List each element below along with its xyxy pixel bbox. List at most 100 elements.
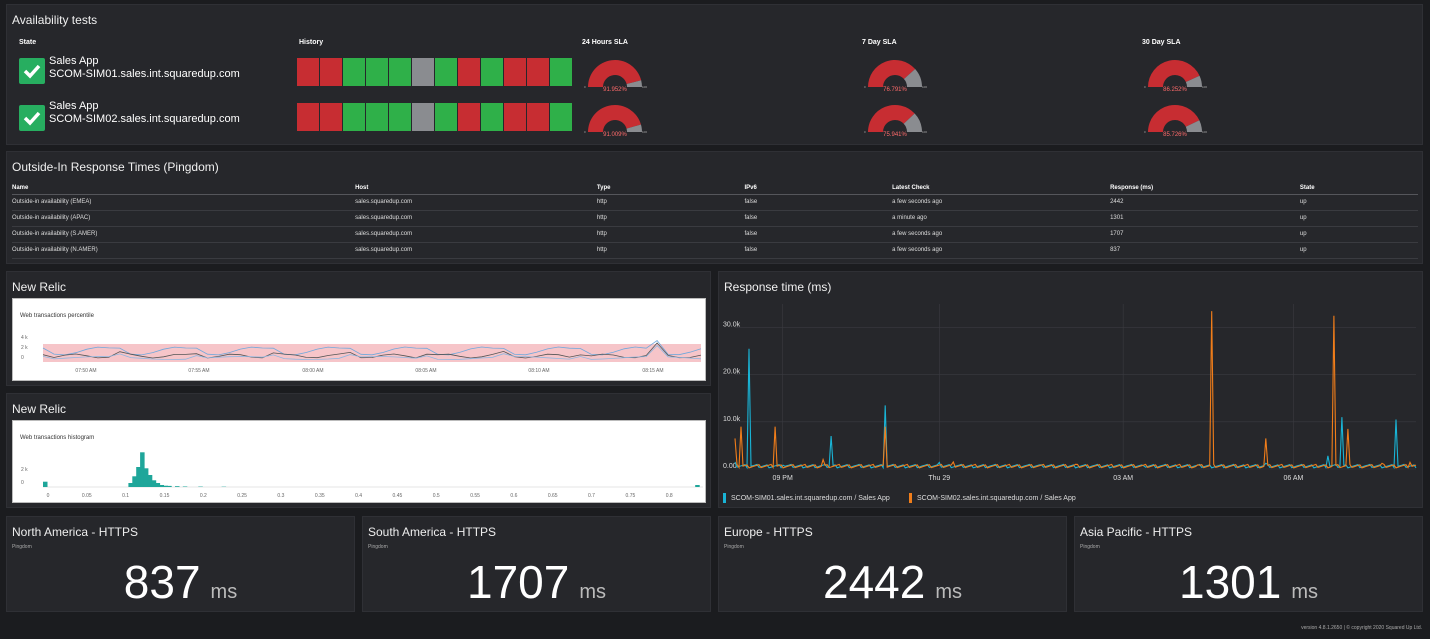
x-tick: 0.4: [355, 493, 362, 499]
table-cell: 2442: [1110, 194, 1300, 211]
history-cell[interactable]: [389, 58, 411, 86]
table-cell: up: [1299, 242, 1418, 259]
sla30-gauge: 86.252% 0 100: [1140, 55, 1210, 93]
history-cell[interactable]: [504, 103, 526, 131]
table-cell: up: [1299, 194, 1418, 211]
column-header[interactable]: Name: [12, 182, 356, 195]
metric-source: Pingdom: [12, 544, 32, 550]
x-tick: 07:50 AM: [75, 368, 96, 374]
history-cell[interactable]: [550, 58, 572, 86]
percentile-line: [42, 339, 702, 356]
history-cell[interactable]: [412, 103, 434, 131]
column-header[interactable]: State: [1299, 182, 1418, 195]
history-cell[interactable]: [481, 58, 503, 86]
histogram-bar: [182, 486, 188, 487]
column-header[interactable]: Latest Check: [892, 182, 1111, 195]
history-bar: [297, 103, 573, 131]
history-cell[interactable]: [527, 58, 549, 86]
metric-value: 1707 ms: [363, 555, 710, 609]
percentile-chart[interactable]: Web transactions percentile 4 k 2 k 0 07:50…: [12, 298, 706, 381]
history-cell[interactable]: [320, 103, 342, 131]
x-tick: 0.3: [277, 493, 284, 499]
table-row[interactable]: Outside-in availability (APAC) sales.squa…: [12, 210, 1418, 227]
metric-number: 1707: [466, 556, 570, 608]
column-header[interactable]: IPv6: [744, 182, 893, 195]
header-sla30: 30 Day SLA: [1142, 39, 1181, 46]
pingdom-table: Name Host Type IPv6 Latest Check Response (ms…: [12, 182, 1418, 259]
column-header[interactable]: Type: [596, 182, 745, 195]
history-cell[interactable]: [343, 103, 365, 131]
x-tick: 06 AM: [1283, 475, 1303, 482]
histogram-chart[interactable]: Web transactions histogram 2 k 0 0 0.05 0.1 0…: [12, 420, 706, 503]
history-cell[interactable]: [504, 58, 526, 86]
header-history: History: [299, 39, 324, 46]
history-cell[interactable]: [527, 103, 549, 131]
histogram-bar: [132, 476, 137, 487]
y-tick: 2 k: [21, 345, 28, 351]
history-cell[interactable]: [458, 58, 480, 86]
history-cell[interactable]: [389, 103, 411, 131]
metric-value: 2442 ms: [719, 555, 1066, 609]
response-time-chart[interactable]: 30.0k 20.0k 10.0k 0.00 09 PM Thu 29 03 AM 06 AM: [719, 294, 1424, 509]
history-cell[interactable]: [320, 58, 342, 86]
table-cell: sales.squaredup.com: [355, 210, 597, 227]
histogram-label: Web transactions histogram: [20, 435, 95, 441]
history-cell[interactable]: [366, 58, 388, 86]
table-row[interactable]: Outside-in availability (S.AMER) sales.sq…: [12, 226, 1418, 243]
response-title: Response time (ms): [724, 280, 832, 294]
host-name: SCOM-SIM02.sales.int.squaredup.com: [49, 113, 240, 125]
pingdom-panel: Outside-In Response Times (Pingdom) Name…: [6, 151, 1423, 264]
history-cell[interactable]: [343, 58, 365, 86]
x-tick: 08:15 AM: [642, 368, 663, 374]
x-tick: 08:05 AM: [415, 368, 436, 374]
history-cell[interactable]: [435, 58, 457, 86]
x-tick: 0.5: [433, 493, 440, 499]
newrelic-percentile-panel: New Relic Web transactions percentile 4 …: [6, 271, 711, 386]
history-cell[interactable]: [458, 103, 480, 131]
history-cell[interactable]: [435, 103, 457, 131]
column-header[interactable]: Host: [355, 182, 597, 195]
gauge-arc: [626, 124, 642, 132]
history-cell[interactable]: [297, 103, 319, 131]
legend-item[interactable]: SCOM-SIM02.sales.int.squaredup.com / Sal…: [909, 493, 1076, 503]
column-header[interactable]: Response (ms): [1110, 182, 1300, 195]
gauge-arc: [1185, 120, 1202, 132]
x-tick: Thu 29: [928, 475, 950, 482]
gauge-min: 0: [864, 130, 866, 134]
history-cell[interactable]: [412, 58, 434, 86]
history-cell[interactable]: [550, 103, 572, 131]
history-cell[interactable]: [366, 103, 388, 131]
table-row[interactable]: Outside-in availability (N.AMER) sales.sq…: [12, 242, 1418, 259]
sla24-gauge: 91.009% 0 100: [580, 100, 650, 138]
history-cell[interactable]: [481, 103, 503, 131]
newrelic-histogram-panel: New Relic Web transactions histogram 2 k…: [6, 393, 711, 508]
availability-row[interactable]: Sales App SCOM-SIM02.sales.int.squaredup…: [7, 100, 1422, 140]
table-row[interactable]: Outside-in availability (EMEA) sales.squa…: [12, 194, 1418, 211]
table-cell: 837: [1110, 242, 1300, 259]
history-cell[interactable]: [297, 58, 319, 86]
x-tick: 0.75: [626, 493, 636, 499]
legend-item[interactable]: SCOM-SIM01.sales.int.squaredup.com / Sal…: [723, 493, 890, 503]
gauge-max: 100: [922, 85, 927, 89]
metric-source: Pingdom: [368, 544, 388, 550]
sla30-gauge: 85.726% 0 100: [1140, 100, 1210, 138]
histogram-bar: [128, 483, 133, 487]
metric-unit: ms: [1291, 581, 1318, 603]
host-name: SCOM-SIM01.sales.int.squaredup.com: [49, 68, 240, 80]
x-tick: 0.55: [470, 493, 480, 499]
histogram-bar: [167, 485, 172, 487]
table-cell: Outside-in availability (EMEA): [12, 194, 356, 211]
metric-number: 1301: [1178, 556, 1282, 608]
gauge-max: 100: [1202, 85, 1207, 89]
table-cell: sales.squaredup.com: [355, 226, 597, 243]
availability-row[interactable]: Sales App SCOM-SIM01.sales.int.squaredup…: [7, 55, 1422, 95]
histogram-bar: [159, 485, 164, 487]
metric-number: 2442: [822, 556, 926, 608]
x-tick: 0.05: [82, 493, 92, 499]
gauge-value: 76.791%: [883, 87, 907, 93]
histogram-bar: [147, 475, 153, 487]
table-cell: false: [744, 226, 893, 243]
gauge-max: 100: [642, 85, 647, 89]
x-tick: 08:00 AM: [302, 368, 323, 374]
gauge-min: 0: [1144, 85, 1146, 89]
